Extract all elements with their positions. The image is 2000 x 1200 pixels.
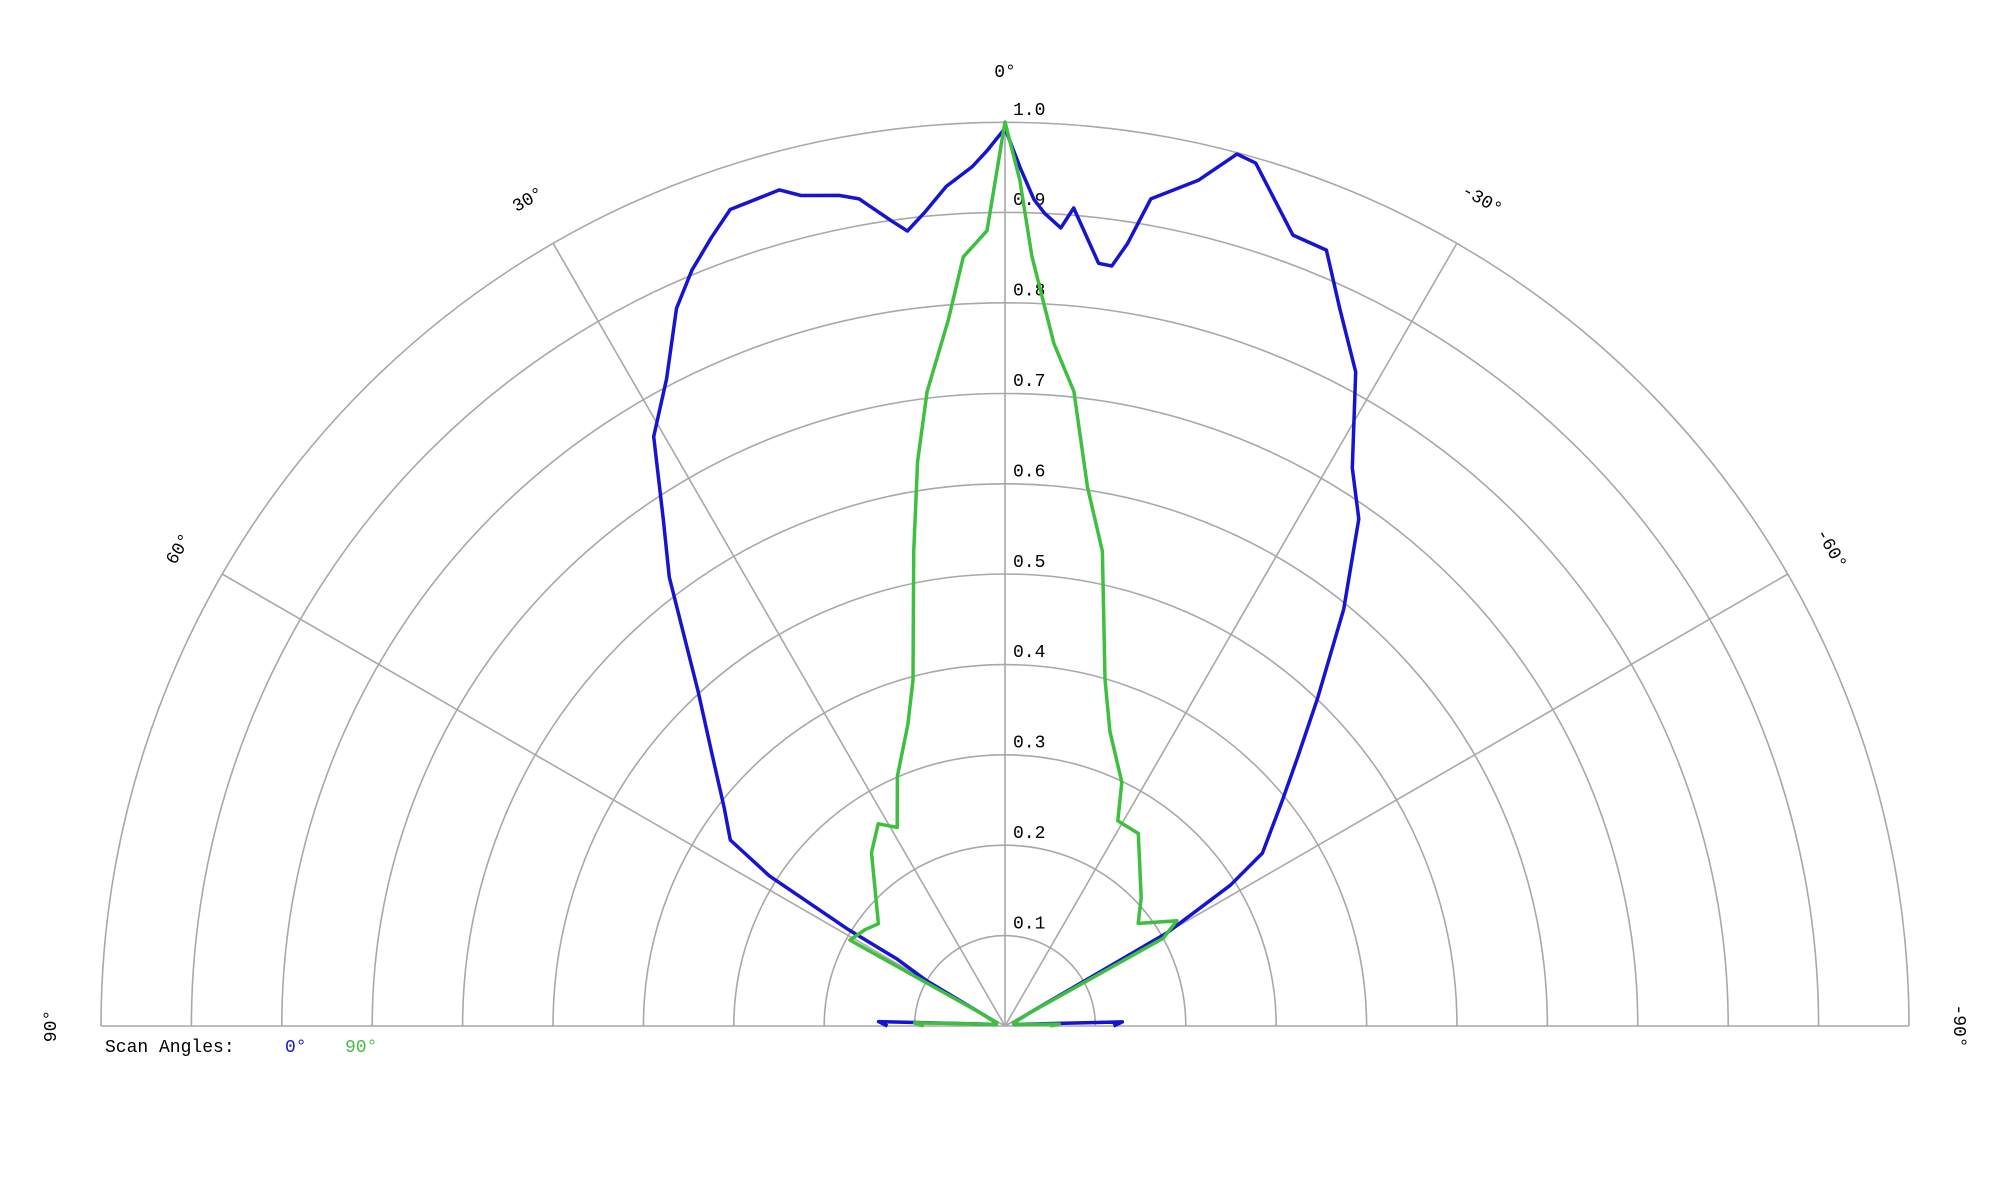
r-tick-label: 0.7 [1013,372,1045,392]
r-tick-label: 0.4 [1013,643,1045,663]
r-tick-label: 0.3 [1013,734,1045,754]
grid-spoke [221,573,1006,1027]
theta-tick-label: 90° [42,1010,62,1042]
r-tick-label: 0.2 [1013,824,1045,844]
theta-tick-label: -60° [1811,526,1850,573]
legend-entry: 90° [345,1038,377,1058]
series-line [651,126,1361,1028]
legend-entry: 0° [285,1038,307,1058]
theta-tick-label: -90° [1948,1004,1968,1047]
theta-tick-label: 30° [509,184,547,218]
r-tick-label: 0.8 [1013,282,1045,302]
r-tick-label: 0.1 [1013,914,1045,934]
theta-tick-label: -30° [1458,181,1505,220]
r-tick-label: 0.6 [1013,462,1045,482]
theta-tick-label: 60° [163,530,197,568]
r-tick-label: 1.0 [1013,101,1045,121]
legend-title: Scan Angles: [105,1038,235,1058]
grid-spoke [552,242,1006,1027]
r-tick-label: 0.5 [1013,553,1045,573]
theta-tick-label: 0° [994,63,1016,83]
series-line [848,120,1179,1028]
grid-spoke [1004,242,1458,1027]
